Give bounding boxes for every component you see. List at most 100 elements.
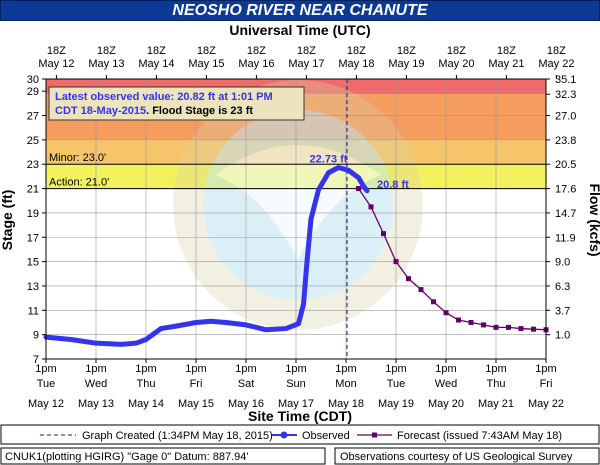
cdt-tick-time: 1pm (335, 363, 356, 375)
stage-tick-label: 7 (33, 354, 39, 366)
cdt-tick-date: May 15 (178, 398, 214, 410)
cdt-tick-date: May 21 (478, 398, 514, 410)
cdt-tick-day: Wed (85, 378, 107, 390)
stage-tick-label: 25 (27, 135, 39, 147)
peak-value-label: 22.73 ft (310, 154, 348, 166)
forecast-point (531, 326, 536, 332)
forecast-point (393, 259, 399, 265)
forecast-point (443, 310, 449, 316)
utc-tick-date: May 19 (388, 58, 424, 70)
cdt-tick-day: Thu (137, 378, 156, 390)
cdt-tick-day: Fri (190, 378, 203, 390)
latest-observed-box (48, 86, 305, 121)
utc-tick-time: 18Z (147, 45, 166, 57)
cdt-tick-day: Thu (487, 378, 506, 390)
utc-tick-date: May 12 (38, 58, 74, 70)
legend-forecast-label: Forecast (issued 7:43AM May 18) (397, 430, 562, 442)
utc-tick-date: May 17 (288, 58, 324, 70)
flow-axis-ticks: 35.1 32.3 27.0 23.8 20.5 17.6 14.7 11.9 9.0 6.3 3.… (546, 74, 576, 342)
legend-forecast-marker (372, 432, 377, 438)
utc-tick-time: 18Z (297, 45, 316, 57)
cdt-tick-day: Fri (540, 378, 553, 390)
latest-observed-date: CDT 18-May-2015 (55, 105, 146, 117)
legend: Graph Created (1:34PM May 18, 2015) Obse… (0, 424, 600, 445)
flow-tick-label: 27.0 (555, 111, 576, 123)
utc-tick-time: 18Z (47, 45, 66, 57)
cdt-tick-date: May 19 (378, 398, 414, 410)
flow-tick-label: 9.0 (555, 257, 570, 269)
threshold-label: Action: 21.0' (49, 177, 109, 189)
stage-tick-label: 15 (27, 257, 39, 269)
forecast-point (368, 204, 374, 210)
bottom-axis-title: Site Time (CDT) (248, 408, 352, 424)
cdt-tick-date: May 20 (428, 398, 464, 410)
stage-tick-label: 21 (27, 184, 39, 196)
utc-tick-time: 18Z (497, 45, 516, 57)
data-annotations: 22.73 ft 20.8 ft (310, 154, 410, 191)
cdt-tick-day: Sat (238, 378, 255, 390)
stage-tick-label: 17 (27, 232, 39, 244)
flow-tick-label: 20.5 (555, 159, 576, 171)
left-axis-title: Stage (ft) (0, 190, 15, 251)
utc-tick-time: 18Z (447, 45, 466, 57)
cdt-tick-time: 1pm (435, 363, 456, 375)
cdt-tick-date: May 14 (128, 398, 164, 410)
cdt-tick-time: 1pm (285, 363, 306, 375)
flow-tick-label: 17.6 (555, 184, 576, 196)
cdt-tick-day: Tue (387, 378, 406, 390)
cdt-tick-date: May 16 (228, 398, 264, 410)
stage-tick-label: 13 (27, 281, 39, 293)
legend-box (0, 424, 600, 445)
forecast-point (518, 326, 524, 332)
legend-observed-label: Observed (302, 430, 350, 442)
top-axis-title: Universal Time (UTC) (229, 22, 370, 38)
cdt-tick-day: Wed (435, 378, 457, 390)
utc-tick-time: 18Z (197, 45, 216, 57)
cdt-tick-time: 1pm (185, 363, 206, 375)
forecast-point (406, 276, 411, 282)
stage-tick-label: 29 (27, 86, 39, 98)
cdt-tick-day: Mon (335, 378, 356, 390)
flow-tick-label: 23.8 (555, 135, 576, 147)
cdt-tick-date: May 22 (528, 398, 564, 410)
utc-tick-date: May 21 (488, 58, 524, 70)
observed-series-line (43, 165, 370, 347)
utc-tick-date: May 22 (538, 58, 574, 70)
cdt-tick-time: 1pm (485, 363, 506, 375)
utc-tick-date: May 15 (188, 58, 224, 70)
cdt-tick-time: 1pm (135, 363, 156, 375)
stage-tick-label: 23 (27, 159, 39, 171)
stage-tick-label: 11 (28, 305, 39, 317)
noaa-bird-icon (215, 145, 381, 260)
flow-tick-label: 11.9 (555, 232, 576, 244)
stage-tick-label: 30 (27, 74, 39, 86)
noaa-seal-disc (203, 110, 393, 300)
flow-tick-label: 1.0 (555, 330, 570, 342)
stage-tick-label: 27 (27, 111, 39, 123)
forecast-point (381, 231, 386, 237)
cdt-axis-ticks: 1pm Tue May 12 1pm Wed May 13 1pm Thu May 14 1pm F… (28, 359, 564, 410)
utc-tick-date: May 20 (438, 58, 474, 70)
threshold-label: Minor: 23.0' (49, 152, 106, 164)
cdt-tick-day: Sun (286, 378, 306, 390)
forecast-point (418, 287, 424, 293)
chart-title: NEOSHO RIVER NEAR CHANUTE (172, 2, 428, 19)
stage-tick-label: 9 (33, 330, 39, 342)
flow-tick-label: 32.3 (555, 89, 576, 101)
forecast-point (468, 319, 474, 325)
cdt-tick-date: May 13 (78, 398, 114, 410)
utc-tick-date: May 16 (238, 58, 274, 70)
forecast-point (481, 322, 486, 328)
threshold-labels: Minor: 23.0' Action: 21.0' (49, 152, 109, 188)
forecast-point (431, 299, 436, 305)
flow-tick-label: 14.7 (555, 208, 576, 220)
flood-stage-note: . Flood Stage is 23 ft (146, 105, 253, 117)
forecast-point (356, 186, 361, 192)
stage-tick-label: 19 (27, 208, 39, 220)
utc-tick-date: May 13 (88, 58, 124, 70)
cdt-tick-time: 1pm (235, 363, 256, 375)
legend-observed-marker (280, 431, 288, 439)
